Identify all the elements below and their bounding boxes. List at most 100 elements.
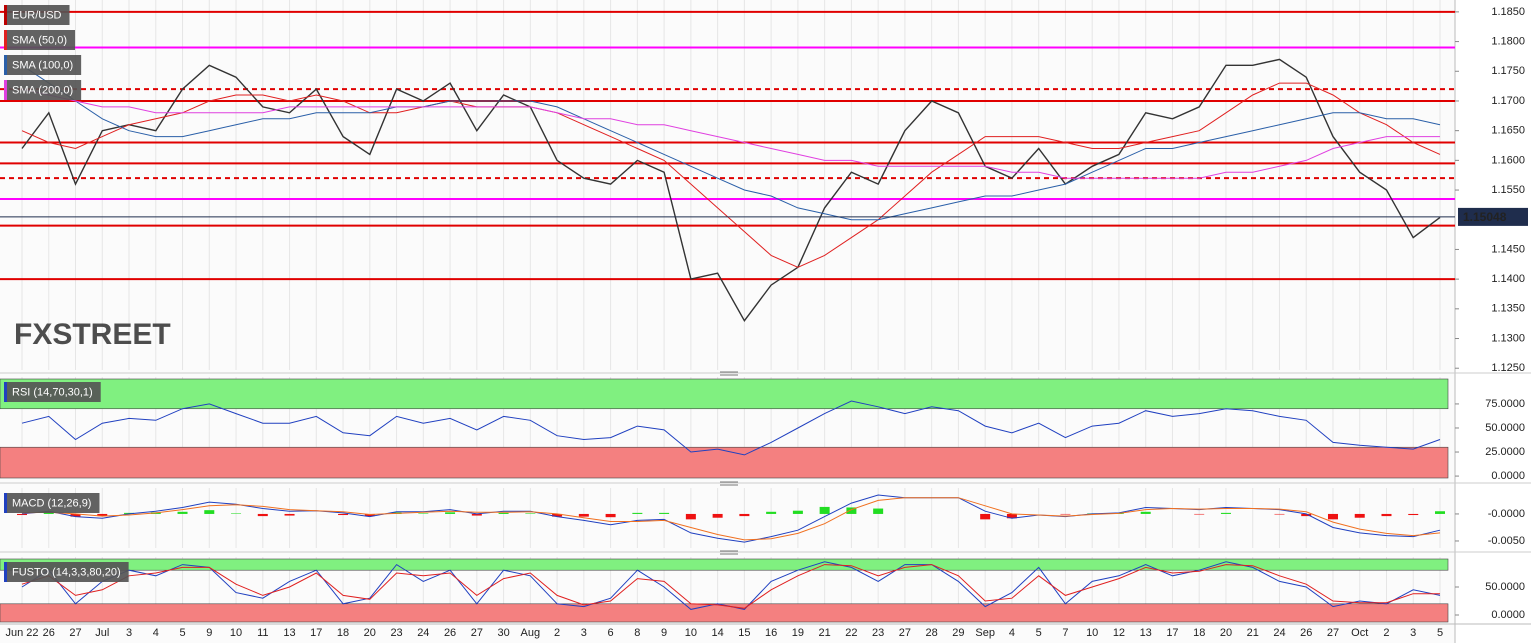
x-tick-label: 26	[1300, 627, 1312, 639]
x-tick-label: 29	[952, 627, 964, 639]
histogram-bar	[1274, 513, 1285, 515]
x-tick-label: 21	[819, 627, 831, 639]
x-tick-label: 18	[1193, 627, 1205, 639]
histogram-bar	[231, 513, 242, 514]
y-tick-label: 1.1700	[1491, 95, 1525, 107]
x-tick-label: 26	[43, 627, 55, 639]
y-tick-label: 1.1300	[1491, 332, 1525, 344]
legend-label: RSI (14,70,30,1)	[12, 386, 93, 398]
series-line	[21, 82, 1441, 268]
x-tick-label: 28	[926, 627, 938, 639]
x-tick-label: 27	[69, 627, 81, 639]
legend-box	[4, 55, 82, 75]
y-tick-label: 50.0000	[1485, 581, 1525, 593]
histogram-bar	[70, 513, 81, 517]
histogram-bar	[685, 513, 696, 520]
x-tick-label: 5	[179, 627, 185, 639]
legend-swatch	[4, 80, 7, 100]
x-tick-label: 9	[661, 627, 667, 639]
series-line	[21, 88, 1440, 179]
y-tick-label: 0.0000	[1491, 470, 1525, 482]
x-tick-label: 20	[364, 627, 376, 639]
x-tick-label: 10	[230, 627, 242, 639]
legend-box	[4, 80, 82, 100]
legend-box	[4, 382, 101, 402]
y-tick-label: -0.0050	[1488, 535, 1525, 547]
x-tick-label: Aug	[521, 627, 541, 639]
histogram-bar	[284, 513, 295, 516]
x-tick-label: 8	[634, 627, 640, 639]
y-tick-label: 1.1600	[1491, 154, 1525, 166]
histogram-bar	[498, 512, 509, 514]
lower-zone	[0, 603, 1449, 623]
legend-label: SMA (100,0)	[12, 59, 73, 71]
x-tick-label: 2	[1383, 627, 1389, 639]
x-tick-label: 12	[1113, 627, 1125, 639]
legend-label: MACD (12,26,9)	[12, 497, 91, 509]
histogram-bar	[471, 513, 482, 516]
x-tick-label: 24	[1273, 627, 1285, 639]
histogram-bar	[43, 512, 54, 514]
x-tick-label: 16	[765, 627, 777, 639]
plot-background	[0, 0, 1455, 643]
histogram-bar	[1140, 511, 1151, 514]
x-tick-label: 24	[417, 627, 429, 639]
histogram-bar	[792, 510, 803, 514]
legend-swatch	[4, 5, 7, 25]
panel-handle	[720, 371, 738, 555]
histogram-bar	[659, 512, 670, 514]
histogram-bar	[873, 508, 884, 514]
legend-label: SMA (50,0)	[12, 34, 67, 46]
histogram-bar	[739, 513, 750, 517]
legend-item: EUR/USD	[4, 5, 70, 25]
x-tick-label: Jul	[95, 627, 109, 639]
x-tick-label: Sep	[975, 627, 995, 639]
histogram-bar	[1006, 513, 1017, 519]
series-line	[21, 58, 1441, 322]
upper-zone	[0, 378, 1449, 410]
series-line	[21, 497, 1441, 541]
x-tick-label: 23	[872, 627, 884, 639]
x-tick-label: 3	[126, 627, 132, 639]
x-tick-label: 3	[1410, 627, 1416, 639]
histogram-bar	[1327, 513, 1338, 520]
x-tick-label: 13	[1140, 627, 1152, 639]
x-tick-label: 11	[257, 627, 268, 639]
x-tick-label: 2	[554, 627, 560, 639]
y-tick-label: 1.1450	[1491, 243, 1525, 255]
histogram-bar	[338, 513, 349, 516]
x-tick-label: 4	[1009, 627, 1015, 639]
x-tick-label: 18	[337, 627, 349, 639]
series-line	[21, 564, 1440, 609]
histogram-bar	[364, 513, 375, 517]
histogram-bar	[418, 513, 429, 514]
x-tick-label: 6	[608, 627, 614, 639]
histogram-bar	[712, 513, 723, 518]
histogram-bar	[980, 513, 991, 520]
histogram-bar	[1194, 513, 1205, 515]
y-tick-label: 1.1850	[1491, 6, 1525, 18]
histogram-bar	[819, 506, 830, 514]
x-tick-label: 3	[581, 627, 587, 639]
x-tick-label: 19	[792, 627, 804, 639]
legend-label: FUSTO (14,3,3,80,20)	[12, 566, 121, 578]
legend-swatch	[4, 382, 7, 402]
legend-swatch	[4, 55, 7, 75]
last-price-box	[1458, 207, 1528, 226]
x-tick-label: 23	[390, 627, 402, 639]
y-tick-label: 0.0000	[1491, 609, 1525, 621]
x-tick-label: 30	[497, 627, 509, 639]
legend-label: SMA (200,0)	[12, 84, 73, 96]
histogram-bar	[445, 512, 456, 514]
histogram-bar	[177, 511, 188, 514]
histogram-bar	[97, 513, 108, 517]
histogram-bar	[204, 510, 215, 514]
legend-box	[4, 493, 100, 513]
x-tick-label: 5	[1437, 627, 1443, 639]
x-tick-label: 7	[1062, 627, 1068, 639]
x-tick-label: 4	[153, 627, 159, 639]
histogram-bar	[1381, 513, 1392, 517]
x-tick-label: 10	[685, 627, 697, 639]
